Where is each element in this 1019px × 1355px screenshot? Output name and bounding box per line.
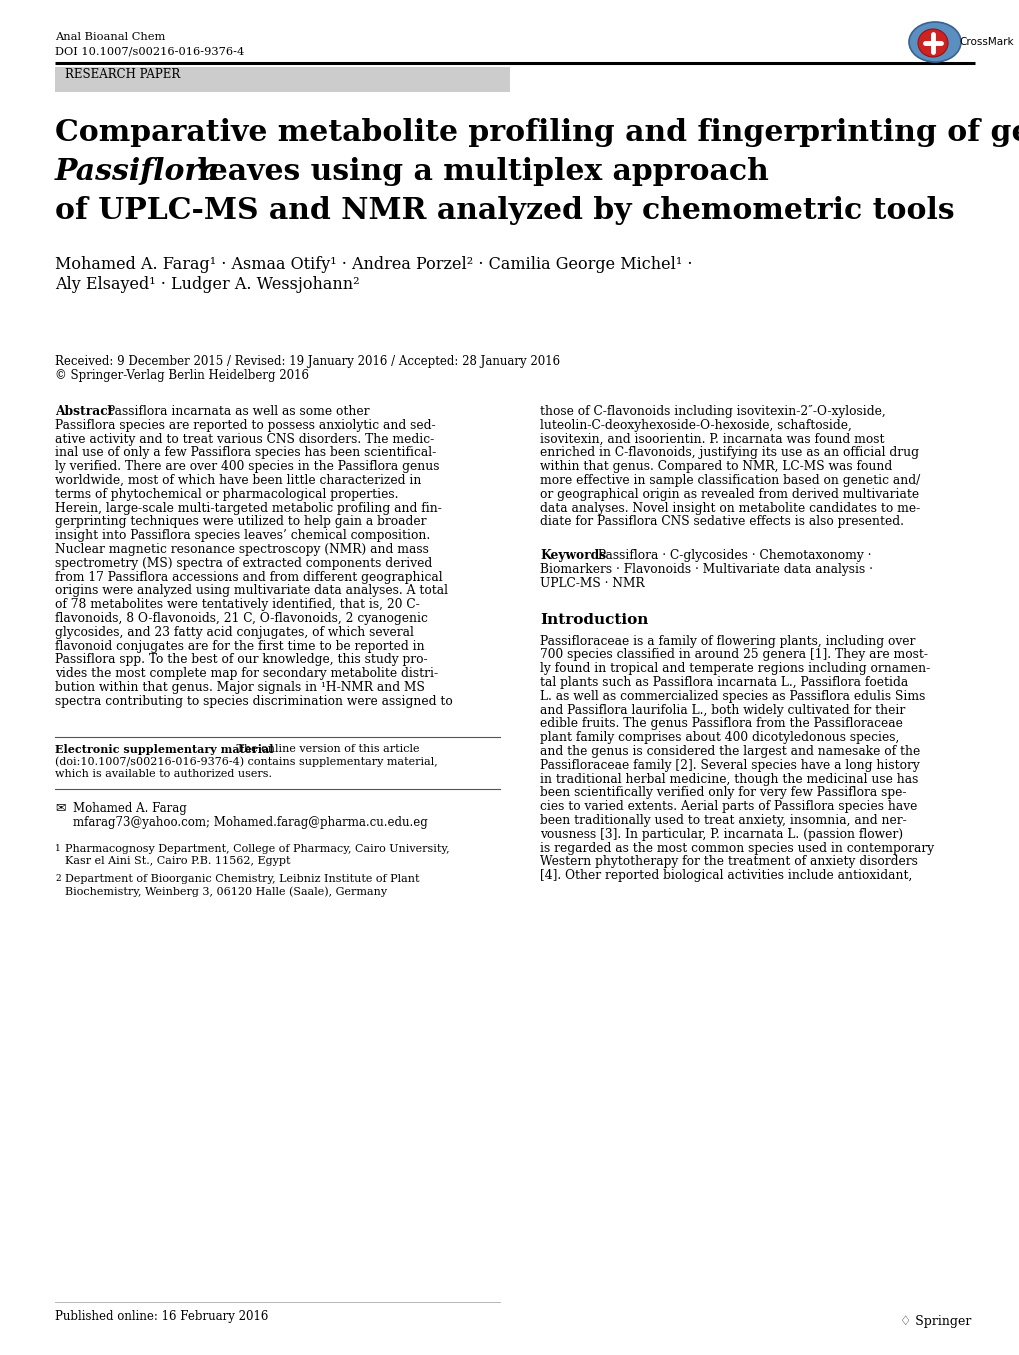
Text: Anal Bioanal Chem: Anal Bioanal Chem [55, 33, 165, 42]
Text: from 17 Passiflora accessions and from different geographical: from 17 Passiflora accessions and from d… [55, 570, 442, 584]
Text: ly found in tropical and temperate regions including ornamen-: ly found in tropical and temperate regio… [539, 663, 929, 675]
Text: flavonoid conjugates are for the first time to be reported in: flavonoid conjugates are for the first t… [55, 640, 424, 653]
Text: Mohamed A. Farag: Mohamed A. Farag [73, 802, 186, 814]
Text: of UPLC-MS and NMR analyzed by chemometric tools: of UPLC-MS and NMR analyzed by chemometr… [55, 196, 954, 225]
Text: been scientifically verified only for very few Passiflora spe-: been scientifically verified only for ve… [539, 786, 906, 799]
Text: UPLC-MS · NMR: UPLC-MS · NMR [539, 577, 644, 589]
Text: Comparative metabolite profiling and fingerprinting of genus: Comparative metabolite profiling and fin… [55, 118, 1019, 146]
Text: Electronic supplementary material: Electronic supplementary material [55, 744, 273, 755]
Text: gerprinting techniques were utilized to help gain a broader: gerprinting techniques were utilized to … [55, 515, 426, 528]
Text: Received: 9 December 2015 / Revised: 19 January 2016 / Accepted: 28 January 2016: Received: 9 December 2015 / Revised: 19 … [55, 355, 559, 369]
Text: Passiflora · C-glycosides · Chemotaxonomy ·: Passiflora · C-glycosides · Chemotaxonom… [593, 549, 870, 562]
Text: Passiflora species are reported to possess anxiolytic and sed-: Passiflora species are reported to posse… [55, 419, 435, 432]
Text: Passiflora: Passiflora [55, 157, 220, 186]
Text: Passiflora spp. To the best of our knowledge, this study pro-: Passiflora spp. To the best of our knowl… [55, 653, 427, 667]
Text: [4]. Other reported biological activities include antioxidant,: [4]. Other reported biological activitie… [539, 869, 911, 882]
Text: (doi:10.1007/s00216-016-9376-4) contains supplementary material,: (doi:10.1007/s00216-016-9376-4) contains… [55, 756, 437, 767]
Text: 2: 2 [55, 874, 60, 882]
Text: in traditional herbal medicine, though the medicinal use has: in traditional herbal medicine, though t… [539, 772, 917, 786]
Text: cies to varied extents. Aerial parts of Passiflora species have: cies to varied extents. Aerial parts of … [539, 801, 916, 813]
Text: enriched in C-flavonoids, justifying its use as an official drug: enriched in C-flavonoids, justifying its… [539, 446, 918, 459]
Text: origins were analyzed using multivariate data analyses. A total: origins were analyzed using multivariate… [55, 584, 447, 598]
Text: vousness [3]. In particular, P. incarnata L. (passion flower): vousness [3]. In particular, P. incarnat… [539, 828, 902, 841]
Ellipse shape [908, 22, 960, 62]
FancyBboxPatch shape [55, 66, 510, 92]
Text: Aly Elsayed¹ · Ludger A. Wessjohann²: Aly Elsayed¹ · Ludger A. Wessjohann² [55, 276, 360, 293]
Text: insight into Passiflora species leaves’ chemical composition.: insight into Passiflora species leaves’ … [55, 530, 430, 542]
Text: spectrometry (MS) spectra of extracted components derived: spectrometry (MS) spectra of extracted c… [55, 557, 432, 570]
Text: ative activity and to treat various CNS disorders. The medic-: ative activity and to treat various CNS … [55, 432, 434, 446]
Text: Nuclear magnetic resonance spectroscopy (NMR) and mass: Nuclear magnetic resonance spectroscopy … [55, 543, 428, 556]
Text: L. as well as commercialized species as Passiflora edulis Sims: L. as well as commercialized species as … [539, 690, 924, 703]
Text: CrossMark: CrossMark [958, 37, 1013, 47]
Text: Biomarkers · Flavonoids · Multivariate data analysis ·: Biomarkers · Flavonoids · Multivariate d… [539, 562, 872, 576]
Text: more effective in sample classification based on genetic and/: more effective in sample classification … [539, 474, 919, 486]
Text: DOI 10.1007/s00216-016-9376-4: DOI 10.1007/s00216-016-9376-4 [55, 46, 244, 56]
Text: The online version of this article: The online version of this article [232, 744, 419, 753]
Text: Western phytotherapy for the treatment of anxiety disorders: Western phytotherapy for the treatment o… [539, 855, 917, 869]
Ellipse shape [917, 28, 947, 57]
Text: ♢ Springer: ♢ Springer [899, 1314, 970, 1328]
Text: luteolin-C-deoxyhexoside-O-hexoside, schaftoside,: luteolin-C-deoxyhexoside-O-hexoside, sch… [539, 419, 851, 432]
Text: or geographical origin as revealed from derived multivariate: or geographical origin as revealed from … [539, 488, 918, 501]
Text: Passifloraceae is a family of flowering plants, including over: Passifloraceae is a family of flowering … [539, 634, 914, 648]
Text: Introduction: Introduction [539, 612, 648, 626]
Text: vides the most complete map for secondary metabolite distri-: vides the most complete map for secondar… [55, 667, 438, 680]
Text: which is available to authorized users.: which is available to authorized users. [55, 768, 272, 779]
Text: worldwide, most of which have been little characterized in: worldwide, most of which have been littl… [55, 474, 421, 486]
Text: bution within that genus. Major signals in ¹H-NMR and MS: bution within that genus. Major signals … [55, 682, 425, 694]
Text: and Passiflora laurifolia L., both widely cultivated for their: and Passiflora laurifolia L., both widel… [539, 703, 905, 717]
Text: Keywords: Keywords [539, 549, 605, 562]
Text: Department of Bioorganic Chemistry, Leibniz Institute of Plant: Department of Bioorganic Chemistry, Leib… [65, 874, 419, 883]
Text: © Springer-Verlag Berlin Heidelberg 2016: © Springer-Verlag Berlin Heidelberg 2016 [55, 369, 309, 382]
Text: spectra contributing to species discrimination were assigned to: spectra contributing to species discrimi… [55, 695, 452, 707]
Text: ly verified. There are over 400 species in the Passiflora genus: ly verified. There are over 400 species … [55, 461, 439, 473]
Text: Published online: 16 February 2016: Published online: 16 February 2016 [55, 1310, 268, 1322]
Text: flavonoids, 8 O-flavonoids, 21 C, O-flavonoids, 2 cyanogenic: flavonoids, 8 O-flavonoids, 21 C, O-flav… [55, 612, 427, 625]
Text: is regarded as the most common species used in contemporary: is regarded as the most common species u… [539, 841, 933, 855]
Text: within that genus. Compared to NMR, LC-MS was found: within that genus. Compared to NMR, LC-M… [539, 461, 892, 473]
Text: data analyses. Novel insight on metabolite candidates to me-: data analyses. Novel insight on metaboli… [539, 501, 919, 515]
Text: RESEARCH PAPER: RESEARCH PAPER [65, 68, 180, 81]
Text: Passifloraceae family [2]. Several species have a long history: Passifloraceae family [2]. Several speci… [539, 759, 919, 772]
Text: Herein, large-scale multi-targeted metabolic profiling and fin-: Herein, large-scale multi-targeted metab… [55, 501, 441, 515]
Text: been traditionally used to treat anxiety, insomnia, and ner-: been traditionally used to treat anxiety… [539, 814, 906, 827]
Text: inal use of only a few Passiflora species has been scientifical-: inal use of only a few Passiflora specie… [55, 446, 436, 459]
Text: those of C-flavonoids including isovitexin-2″-O-xyloside,: those of C-flavonoids including isovitex… [539, 405, 884, 417]
Text: Abstract: Abstract [55, 405, 113, 417]
Text: and the genus is considered the largest and namesake of the: and the genus is considered the largest … [539, 745, 919, 757]
Text: 1: 1 [55, 844, 61, 852]
Text: tal plants such as Passiflora incarnata L., Passiflora foetida: tal plants such as Passiflora incarnata … [539, 676, 907, 688]
Text: 700 species classified in around 25 genera [1]. They are most-: 700 species classified in around 25 gene… [539, 649, 927, 661]
Text: of 78 metabolites were tentatively identified, that is, 20 C-: of 78 metabolites were tentatively ident… [55, 598, 420, 611]
Text: Kasr el Aini St., Cairo P.B. 11562, Egypt: Kasr el Aini St., Cairo P.B. 11562, Egyp… [65, 856, 290, 866]
Text: mfarag73@yahoo.com; Mohamed.farag@pharma.cu.edu.eg: mfarag73@yahoo.com; Mohamed.farag@pharma… [73, 816, 427, 829]
Text: glycosides, and 23 fatty acid conjugates, of which several: glycosides, and 23 fatty acid conjugates… [55, 626, 414, 638]
Text: plant family comprises about 400 dicotyledonous species,: plant family comprises about 400 dicotyl… [539, 732, 899, 744]
Text: Pharmacognosy Department, College of Pharmacy, Cairo University,: Pharmacognosy Department, College of Pha… [65, 844, 449, 854]
Text: diate for Passiflora CNS sedative effects is also presented.: diate for Passiflora CNS sedative effect… [539, 515, 903, 528]
Text: Passiflora incarnata as well as some other: Passiflora incarnata as well as some oth… [107, 405, 369, 417]
Text: isovitexin, and isoorientin. P. incarnata was found most: isovitexin, and isoorientin. P. incarnat… [539, 432, 883, 446]
Text: leaves using a multiplex approach: leaves using a multiplex approach [186, 157, 768, 186]
Text: Mohamed A. Farag¹ · Asmaa Otify¹ · Andrea Porzel² · Camilia George Michel¹ ·: Mohamed A. Farag¹ · Asmaa Otify¹ · Andre… [55, 256, 692, 272]
Text: terms of phytochemical or pharmacological properties.: terms of phytochemical or pharmacologica… [55, 488, 398, 501]
Text: edible fruits. The genus Passiflora from the Passifloraceae: edible fruits. The genus Passiflora from… [539, 717, 902, 730]
Text: ✉: ✉ [55, 802, 65, 814]
Text: Biochemistry, Weinberg 3, 06120 Halle (Saale), Germany: Biochemistry, Weinberg 3, 06120 Halle (S… [65, 886, 387, 897]
